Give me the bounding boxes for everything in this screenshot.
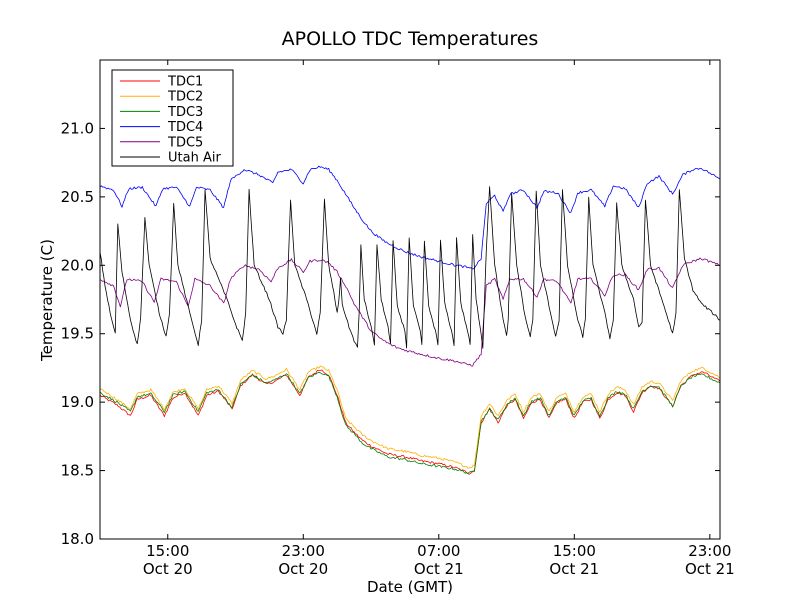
y-axis: 18.0 18.5 19.0 19.5 20.0 20.5 21.0 <box>61 119 720 548</box>
y-tick-label: 18.0 <box>61 530 94 548</box>
x-tick-label-time: 23:00 <box>282 542 325 560</box>
plot-area-frame <box>99 59 721 540</box>
series-line-utah-air <box>99 186 721 349</box>
x-tick-label-date: Oct 21 <box>685 560 735 578</box>
series-line-tdc1 <box>99 369 721 475</box>
legend-label-tdc5: TDC5 <box>167 135 203 150</box>
y-tick-label: 18.5 <box>61 462 94 480</box>
x-tick-label-time: 07:00 <box>417 542 460 560</box>
y-tick-label: 19.5 <box>61 325 94 343</box>
y-tick-label: 19.0 <box>61 393 94 411</box>
chart-title: APOLLO TDC Temperatures <box>282 28 539 50</box>
legend-label-utah-air: Utah Air <box>168 151 221 166</box>
x-tick-label-time: 15:00 <box>146 542 189 560</box>
legend-label-tdc2: TDC2 <box>167 90 203 105</box>
y-tick-label: 20.5 <box>61 188 94 206</box>
series-layer <box>99 165 721 475</box>
x-tick-label-date: Oct 21 <box>414 560 464 578</box>
y-tick-label: 21.0 <box>61 119 94 137</box>
legend-box <box>111 69 234 167</box>
y-axis-label: Temperature (C) <box>38 239 56 362</box>
x-axis-label: Date (GMT) <box>367 578 453 596</box>
series-line-tdc3 <box>99 371 721 474</box>
legend-label-tdc3: TDC3 <box>167 105 203 120</box>
x-tick-label-date: Oct 20 <box>278 560 328 578</box>
x-tick-label-time: 15:00 <box>553 542 596 560</box>
legend-label-tdc1: TDC1 <box>167 75 203 90</box>
x-tick-label-time: 23:00 <box>688 542 731 560</box>
series-line-tdc2 <box>99 365 721 469</box>
y-tick-label: 20.0 <box>61 256 94 274</box>
legend-label-tdc4: TDC4 <box>167 120 203 135</box>
x-tick-label-date: Oct 20 <box>143 560 193 578</box>
x-tick-label-date: Oct 21 <box>549 560 599 578</box>
